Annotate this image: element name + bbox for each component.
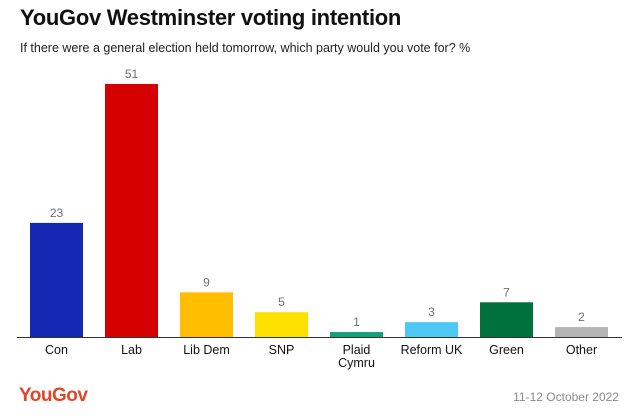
bar-chart: 23 Con 51 Lab 9 Lib Dem 5 SNP 1 Plaid Cymru 3 Reform… <box>17 67 622 370</box>
bar-plaid-cymru <box>330 332 383 337</box>
x-tick-label-con: Con <box>45 343 68 357</box>
data-label-other: 2 <box>578 310 585 324</box>
bar-lib-dem <box>180 292 233 337</box>
x-tick-label-green: Green <box>489 343 524 357</box>
data-label-plaid-cymru: 1 <box>353 315 360 329</box>
x-tick-label-reform-uk: Reform UK <box>401 343 463 357</box>
chart-subtitle: If there were a general election held to… <box>20 41 471 55</box>
bar-reform-uk <box>405 322 458 337</box>
x-tick-label-lib-dem: Lib Dem <box>183 343 230 357</box>
x-tick-label-plaid-cymru: Plaid Cymru <box>338 343 375 370</box>
data-label-green: 7 <box>503 285 510 299</box>
data-label-lab: 51 <box>125 67 139 81</box>
data-label-con: 23 <box>50 206 64 220</box>
chart-title: YouGov Westminster voting intention <box>20 5 402 30</box>
x-tick-label-other: Other <box>566 343 597 357</box>
x-tick-label-lab: Lab <box>121 343 142 357</box>
bar-other <box>555 327 608 337</box>
x-tick-label-snp: SNP <box>269 343 295 357</box>
bar-green <box>480 302 533 337</box>
data-label-lib-dem: 9 <box>203 275 210 289</box>
data-label-reform-uk: 3 <box>428 305 435 319</box>
bar-snp <box>255 312 308 337</box>
bar-lab <box>105 84 158 337</box>
yougov-logo: YouGov <box>19 385 88 406</box>
data-label-snp: 5 <box>278 295 285 309</box>
fieldwork-date: 11-12 October 2022 <box>513 390 619 404</box>
bar-con <box>30 222 83 337</box>
